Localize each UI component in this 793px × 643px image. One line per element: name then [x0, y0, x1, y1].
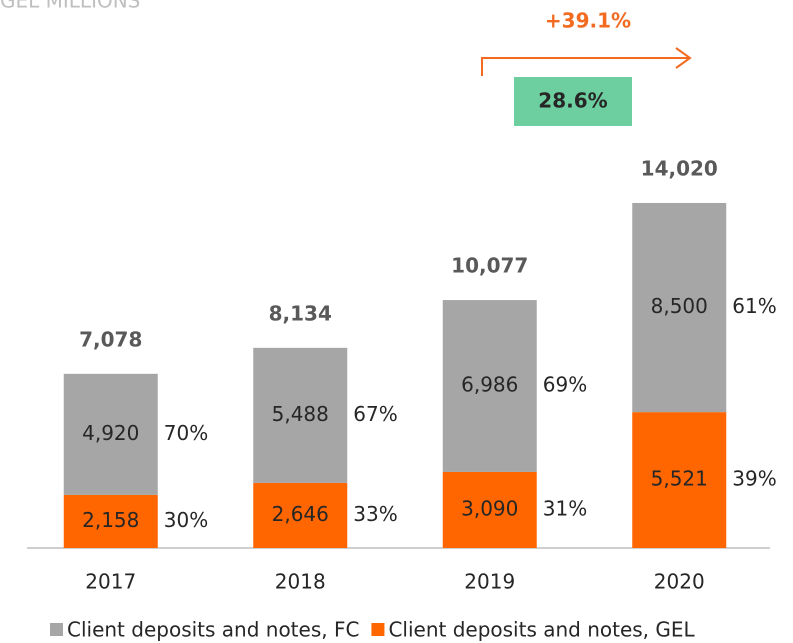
- growth-label: +39.1%: [545, 9, 631, 33]
- share-label: 67%: [353, 402, 397, 426]
- x-tick-label: 2020: [654, 570, 705, 594]
- share-label: 31%: [543, 496, 587, 520]
- total-label: 8,134: [269, 301, 332, 325]
- bar-segment: [63, 373, 158, 495]
- legend-label: Client deposits and notes, FC: [67, 618, 359, 642]
- bar-segment: [253, 347, 348, 483]
- bar-segment: [442, 471, 537, 548]
- value-label: 4,920: [82, 421, 139, 445]
- share-label: 30%: [164, 508, 208, 532]
- x-tick-label: 2019: [464, 570, 515, 594]
- growth-box-label: 28.6%: [538, 89, 607, 113]
- value-label: 2,158: [82, 508, 139, 532]
- share-label: 33%: [353, 502, 397, 526]
- value-label: 3,090: [461, 496, 518, 520]
- bar-segment: [63, 494, 158, 548]
- bar-segment: [442, 300, 537, 472]
- value-label: 2,646: [272, 502, 329, 526]
- share-label: 61%: [732, 294, 776, 318]
- share-label: 70%: [164, 421, 208, 445]
- value-label: 8,500: [651, 294, 708, 318]
- share-label: 69%: [543, 373, 587, 397]
- bar-segment: [632, 412, 727, 548]
- value-label: 6,986: [461, 373, 518, 397]
- total-label: 10,077: [451, 254, 528, 278]
- legend-swatch: [50, 623, 63, 636]
- total-label: 14,020: [641, 157, 718, 181]
- value-label: 5,488: [272, 402, 329, 426]
- growth-box: [514, 77, 632, 126]
- x-tick-label: 2018: [275, 570, 326, 594]
- legend-label: Client deposits and notes, GEL: [388, 618, 695, 642]
- total-label: 7,078: [79, 327, 142, 351]
- value-label: 5,521: [651, 467, 708, 491]
- chart-subtitle: GEL MILLIONS: [0, 0, 140, 13]
- share-label: 39%: [732, 467, 776, 491]
- legend-swatch: [371, 623, 385, 636]
- x-tick-label: 2017: [85, 570, 136, 594]
- bar-segment: [632, 202, 727, 413]
- growth-arrow: [481, 47, 692, 76]
- bar-segment: [253, 482, 348, 548]
